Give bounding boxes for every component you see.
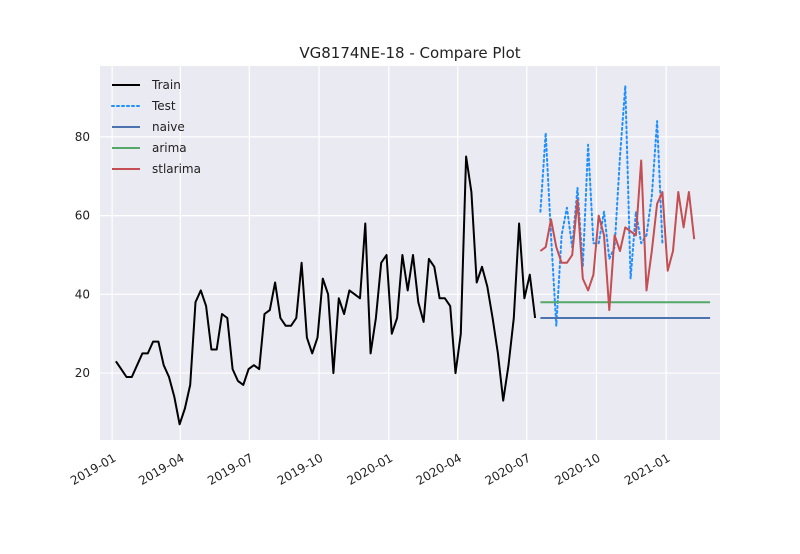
y-tick-label: 60 — [75, 209, 90, 223]
plot-area — [100, 66, 720, 440]
legend-label-test: Test — [151, 99, 176, 113]
y-axis-ticks: 20 40 60 80 — [75, 130, 90, 380]
legend-label-stlarima: stlarima — [152, 162, 201, 176]
series-line-train — [115, 155, 537, 426]
series-layer — [115, 84, 711, 426]
y-tick-label: 40 — [75, 287, 90, 301]
legend-label-naive: naive — [152, 120, 185, 134]
chart-title: VG8174NE-18 - Compare Plot — [299, 44, 520, 62]
y-tick-label: 20 — [75, 366, 90, 380]
legend-label-arima: arima — [152, 141, 187, 155]
y-tick-label: 80 — [75, 130, 90, 144]
series-line-stlarima — [539, 159, 696, 312]
grid — [100, 66, 720, 440]
legend: Train Test naive arima stlarima — [111, 78, 201, 176]
legend-label-train: Train — [151, 78, 181, 92]
